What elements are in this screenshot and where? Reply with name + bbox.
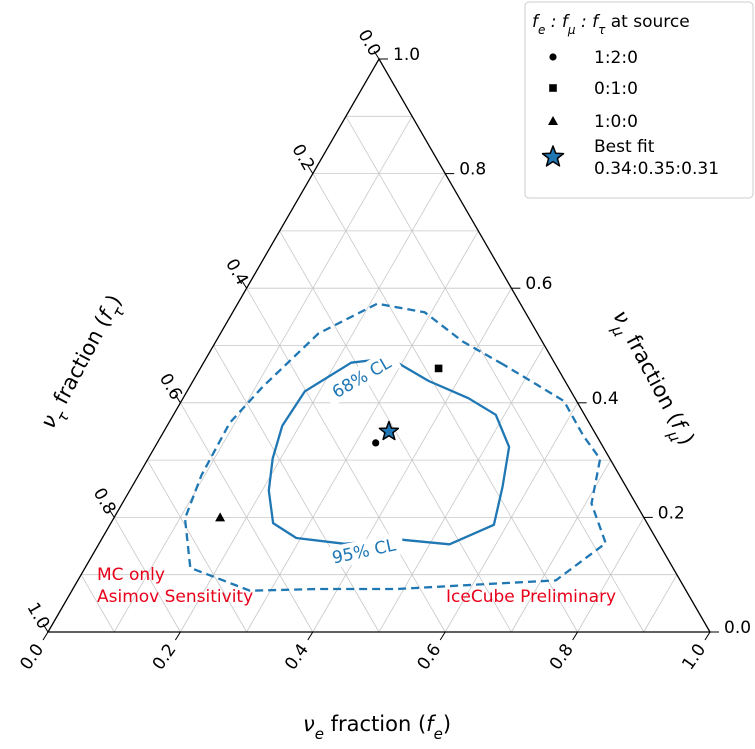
legend-label: 1:0:0: [594, 112, 638, 132]
tick-label-ftau: 0.0: [354, 26, 385, 59]
tick-label-fe: 0.8: [546, 640, 578, 674]
marker-triangle: [548, 116, 558, 125]
tick-label-fmu: 0.2: [658, 503, 685, 523]
axis-label-fmu: νμ fraction (fμ): [603, 306, 700, 452]
tick-label-fmu: 0.8: [459, 160, 486, 180]
tick-label-fe: 1.0: [678, 640, 710, 674]
grid-line: [180, 402, 314, 633]
point-markers: [215, 364, 443, 522]
tick-label-fe: 0.0: [16, 640, 48, 674]
grid-line: [577, 517, 645, 633]
tick-label-ftau: 0.4: [221, 255, 252, 288]
annotations: MC only Asimov Sensitivity IceCube Preli…: [97, 565, 616, 607]
grid-line: [643, 574, 678, 633]
triangle-frame: [46, 57, 712, 633]
tick-mark: [241, 279, 248, 289]
marker-circle: [372, 439, 380, 447]
annotation-mc-only: MC only: [97, 565, 165, 585]
marker-triangle: [215, 512, 226, 522]
tick-mark: [174, 631, 181, 641]
legend: fe : fμ : fτ at source 1:2:00:1:01:0:0Be…: [524, 1, 754, 199]
marker-star: [541, 145, 565, 167]
tick-mark: [373, 50, 380, 60]
grid-line: [113, 116, 413, 633]
tick-label-ftau: 0.6: [155, 370, 186, 403]
contour-68: [267, 356, 511, 546]
contour-label-95-bg: [322, 531, 406, 571]
axis-label-fe: νe fraction (fe): [303, 712, 451, 743]
tick-label-ftau: 0.8: [89, 485, 120, 518]
grid-line: [378, 345, 545, 633]
axis-label-ftau: ντ fraction (fτ): [36, 291, 132, 436]
grid-line: [345, 116, 645, 633]
grid-line: [213, 345, 380, 633]
grid-line: [113, 517, 181, 633]
tick-mark: [307, 165, 314, 174]
tick-label-fmu: 0.0: [724, 618, 751, 638]
legend-label: Best fit: [594, 137, 655, 157]
grid-line: [444, 402, 578, 633]
tick-label-fe: 0.4: [281, 640, 313, 674]
grid-line: [146, 459, 247, 633]
legend-label-bestfit-value: 0.34:0.35:0.31: [594, 159, 719, 179]
tick-mark: [42, 631, 49, 641]
tick-label-fe: 0.2: [149, 640, 181, 674]
annotation-asimov: Asimov Sensitivity: [97, 587, 253, 607]
legend-label: 1:2:0: [594, 48, 638, 68]
tick-label-fmu: 0.4: [592, 389, 619, 409]
marker-circle: [549, 53, 557, 61]
grid-lines: [80, 115, 678, 633]
tick-mark: [439, 631, 446, 641]
tick-label-fe: 0.6: [413, 640, 445, 674]
legend-box: [524, 1, 754, 199]
tick-label-fmu: 1.0: [393, 45, 420, 65]
legend-label: 0:1:0: [594, 79, 638, 99]
tick-label-ftau: 0.2: [287, 141, 318, 174]
axis-labels: νe fraction (fe) νμ fraction (fμ) ντ fract…: [36, 291, 700, 743]
grid-line: [80, 574, 115, 633]
tick-mark: [572, 631, 579, 641]
tick-mark: [174, 394, 181, 404]
marker-square: [434, 364, 443, 373]
grid-line: [246, 230, 479, 633]
tick-label-ftau: 1.0: [23, 599, 54, 632]
contour-label-68-bg: [321, 347, 402, 407]
marker-square: [549, 84, 557, 92]
contour-95: [183, 302, 607, 592]
tick-mark: [704, 631, 711, 641]
tick-mark: [42, 623, 49, 633]
tick-label-fmu: 0.6: [525, 274, 552, 294]
annotation-icecube-preliminary: IceCube Preliminary: [446, 587, 616, 607]
marker-star: [378, 420, 400, 441]
tick-mark: [108, 509, 115, 518]
tick-mark: [307, 631, 314, 641]
